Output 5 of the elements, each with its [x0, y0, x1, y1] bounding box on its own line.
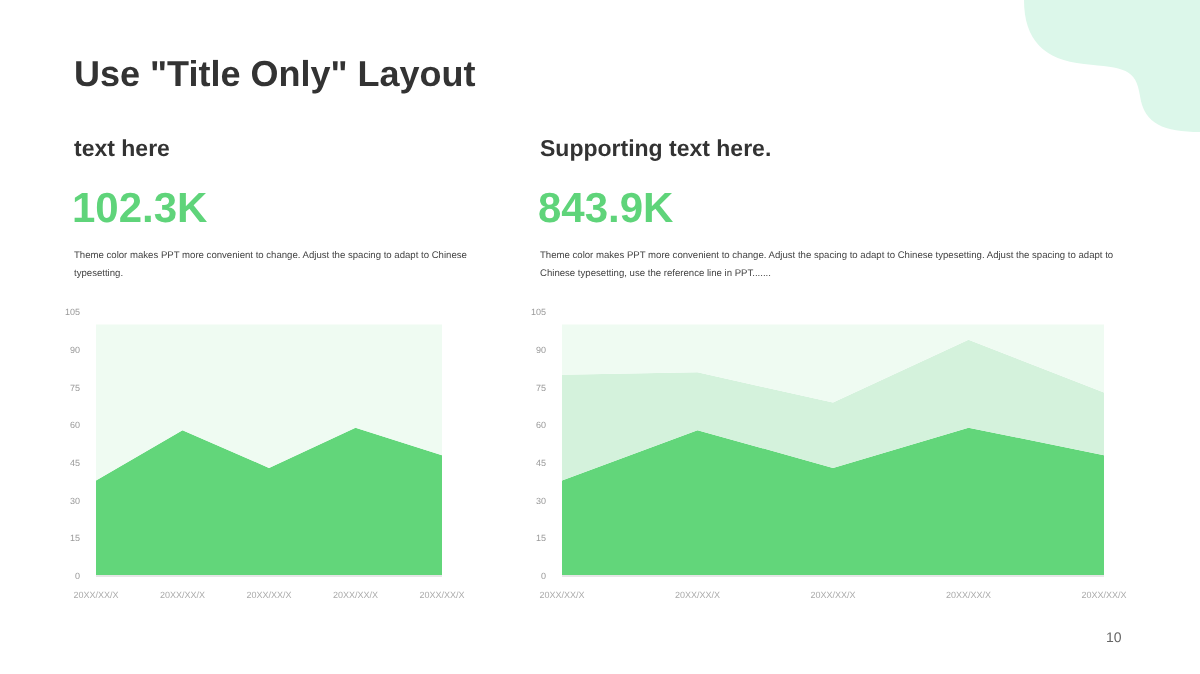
chart-title: text here — [74, 138, 170, 162]
chart-subtitle: 102.3K — [72, 186, 208, 234]
chart-subtitle: 843.9K — [538, 186, 674, 234]
chart-title: Supporting text here. — [540, 138, 772, 162]
text: Use "Title Only" Layout — [74, 54, 476, 96]
